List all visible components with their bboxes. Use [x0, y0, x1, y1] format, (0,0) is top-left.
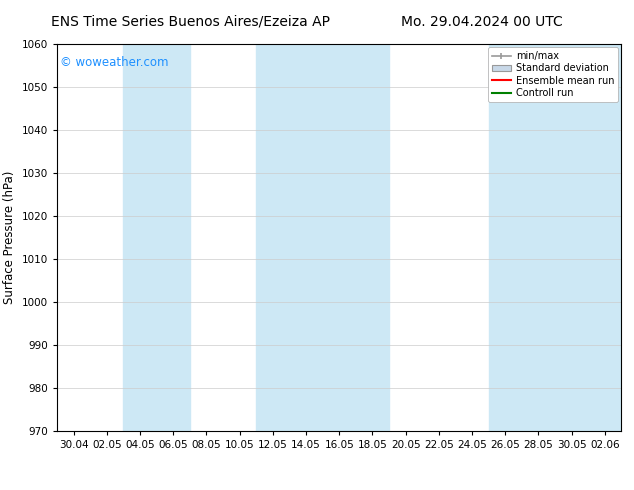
Text: © woweather.com: © woweather.com: [60, 56, 169, 69]
Y-axis label: Surface Pressure (hPa): Surface Pressure (hPa): [3, 171, 16, 304]
Bar: [323, 44, 389, 431]
Bar: [256, 44, 323, 431]
Text: ENS Time Series Buenos Aires/Ezeiza AP: ENS Time Series Buenos Aires/Ezeiza AP: [51, 15, 330, 29]
Legend: min/max, Standard deviation, Ensemble mean run, Controll run: min/max, Standard deviation, Ensemble me…: [488, 47, 618, 102]
Bar: [489, 44, 555, 431]
Bar: [124, 44, 190, 431]
Text: Mo. 29.04.2024 00 UTC: Mo. 29.04.2024 00 UTC: [401, 15, 563, 29]
Bar: [555, 44, 621, 431]
